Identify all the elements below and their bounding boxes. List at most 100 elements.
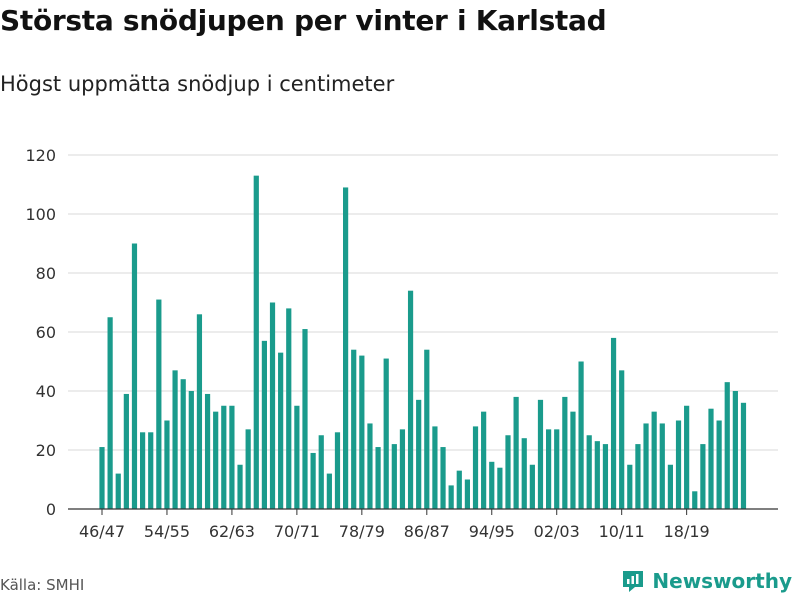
bar-05/06 bbox=[578, 361, 584, 509]
bar-17/18 bbox=[675, 420, 682, 509]
bar-48/49 bbox=[115, 473, 121, 509]
x-tick-label: 18/19 bbox=[664, 522, 710, 541]
bar-58/59 bbox=[196, 314, 203, 509]
chart-subtitle: Högst uppmätta snödjup i centimeter bbox=[0, 72, 395, 96]
bar-92/93 bbox=[472, 426, 479, 509]
bar-08/09 bbox=[602, 444, 609, 509]
bar-84/85 bbox=[407, 290, 414, 509]
bar-85/86 bbox=[416, 399, 422, 509]
brand-name: Newsworthy bbox=[652, 569, 792, 593]
bar-55/56 bbox=[172, 370, 178, 509]
bar-59/60 bbox=[204, 393, 211, 509]
y-tick-label: 120 bbox=[25, 146, 56, 165]
bar-93/94 bbox=[481, 411, 487, 509]
bar-88/89 bbox=[440, 447, 446, 509]
bar-09/10 bbox=[610, 337, 617, 509]
bar-46/47 bbox=[99, 447, 105, 509]
bar-83/84 bbox=[399, 429, 406, 509]
bar-24/25 bbox=[732, 391, 738, 509]
bar-96/97 bbox=[505, 435, 511, 509]
x-tick-label: 86/87 bbox=[404, 522, 450, 541]
bar-70/71 bbox=[294, 405, 300, 509]
y-tick-label: 20 bbox=[36, 441, 56, 460]
bar-89/90 bbox=[448, 485, 454, 509]
bar-68/69 bbox=[278, 352, 284, 509]
bar-10/11 bbox=[619, 370, 625, 509]
y-tick-label: 80 bbox=[36, 264, 56, 283]
x-tick-label: 02/03 bbox=[534, 522, 580, 541]
gridlines bbox=[68, 154, 778, 451]
bar-81/82 bbox=[383, 358, 389, 509]
bar-52/53 bbox=[148, 432, 154, 509]
source-note: Källa: SMHI bbox=[0, 576, 85, 594]
bar-04/05 bbox=[570, 411, 576, 509]
y-tick-label: 100 bbox=[25, 205, 56, 224]
x-tick-label: 10/11 bbox=[599, 522, 645, 541]
bar-20/21 bbox=[700, 444, 706, 509]
bar-60/61 bbox=[213, 411, 219, 509]
bar-54/55 bbox=[164, 420, 170, 509]
bar-72/73 bbox=[310, 452, 316, 509]
bar-51/52 bbox=[140, 432, 146, 509]
bar-23/24 bbox=[724, 382, 730, 509]
bar-95/96 bbox=[497, 467, 503, 509]
bar-62/63 bbox=[229, 405, 235, 509]
bar-03/04 bbox=[562, 396, 568, 509]
bar-71/72 bbox=[302, 329, 308, 509]
chart-title: Största snödjupen per vinter i Karlstad bbox=[0, 4, 607, 37]
y-tick-label: 60 bbox=[36, 323, 56, 342]
bars bbox=[99, 175, 747, 509]
bar-97/98 bbox=[513, 396, 519, 509]
bar-94/95 bbox=[489, 461, 495, 509]
bar-07/08 bbox=[594, 441, 600, 509]
bar-21/22 bbox=[708, 408, 714, 509]
bar-73/74 bbox=[318, 435, 324, 509]
bar-98/99 bbox=[521, 438, 527, 509]
bar-02/03 bbox=[554, 429, 560, 509]
bar-86/87 bbox=[424, 349, 430, 509]
bar-78/79 bbox=[359, 355, 365, 509]
bar-19/20 bbox=[692, 491, 698, 509]
bar-87/88 bbox=[432, 426, 438, 509]
bar-00/01 bbox=[537, 399, 544, 509]
bar-06/07 bbox=[586, 435, 592, 509]
bar-69/70 bbox=[286, 308, 292, 509]
bar-11/12 bbox=[627, 464, 633, 509]
bar-64/65 bbox=[245, 429, 251, 509]
bar-65/66 bbox=[253, 175, 259, 509]
y-tick-label: 40 bbox=[36, 382, 56, 401]
bar-47/48 bbox=[107, 317, 113, 509]
bar-63/64 bbox=[237, 464, 243, 509]
x-tick-label: 78/79 bbox=[339, 522, 385, 541]
brand-logo: Newsworthy bbox=[620, 568, 792, 594]
x-tick-label: 62/63 bbox=[209, 522, 255, 541]
bar-49/50 bbox=[123, 393, 129, 509]
bar-18/19 bbox=[684, 405, 690, 509]
bar-91/92 bbox=[464, 479, 470, 509]
y-axis-tick-labels: 0 20 40 60 80 100 120 bbox=[25, 146, 56, 519]
bar-99/00 bbox=[529, 464, 535, 509]
bar-76/77 bbox=[343, 187, 349, 509]
bar-75/76 bbox=[334, 432, 341, 509]
bar-16/17 bbox=[667, 464, 673, 509]
bar-12/13 bbox=[635, 444, 641, 509]
x-axis-ticks: 46/47 54/55 62/63 70/71 78/79 86/87 94/95 02/03… bbox=[79, 509, 710, 541]
bar-57/58 bbox=[188, 391, 194, 509]
bar-77/78 bbox=[351, 349, 357, 509]
bar-53/54 bbox=[156, 299, 162, 509]
bar-80/81 bbox=[375, 447, 381, 509]
bar-15/16 bbox=[659, 423, 665, 509]
x-tick-label: 70/71 bbox=[274, 522, 320, 541]
bar-90/91 bbox=[456, 470, 462, 509]
y-tick-label: 0 bbox=[46, 500, 56, 519]
bar-22/23 bbox=[716, 420, 722, 509]
x-tick-label: 94/95 bbox=[469, 522, 515, 541]
bar-66/67 bbox=[261, 340, 267, 509]
bar-56/57 bbox=[180, 379, 186, 509]
bar-14/15 bbox=[651, 411, 657, 509]
x-tick-label: 54/55 bbox=[144, 522, 190, 541]
bar-50/51 bbox=[131, 243, 138, 509]
newsworthy-logo-icon bbox=[623, 571, 644, 592]
bar-undefined bbox=[740, 402, 747, 509]
